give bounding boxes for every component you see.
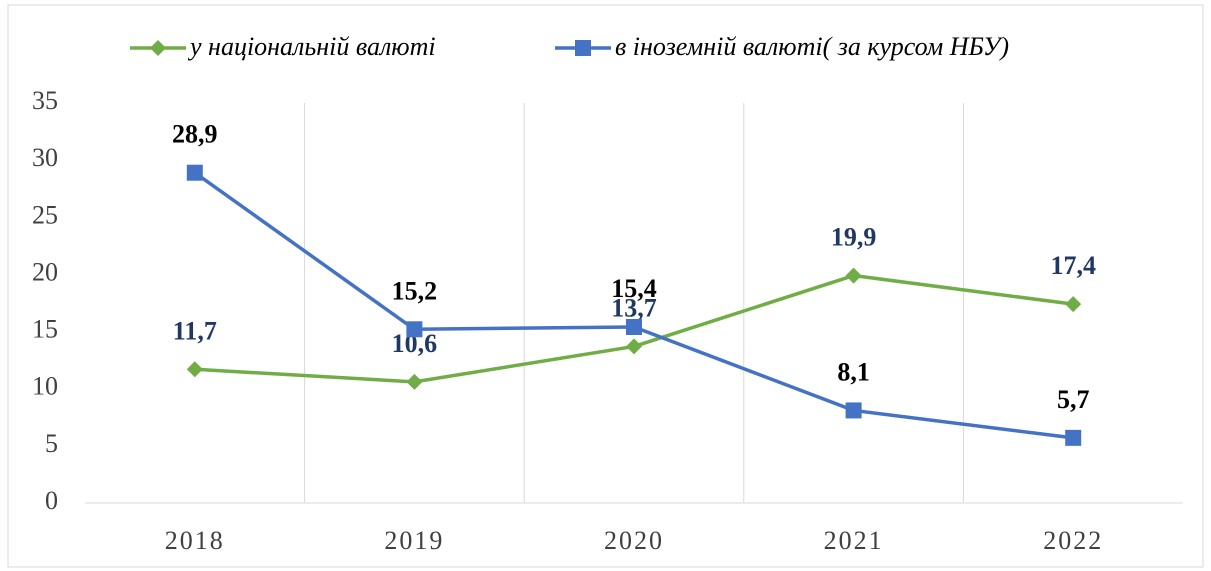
marker [626, 319, 642, 335]
marker [1065, 296, 1082, 313]
marker [1065, 429, 1082, 446]
marker [406, 373, 423, 390]
marker [575, 40, 591, 56]
data-label: 15,2 [392, 276, 438, 305]
x-tick-label: 2019 [384, 526, 444, 555]
data-label: 19,9 [831, 223, 877, 252]
data-label: 28,9 [172, 120, 218, 149]
legend-label: в іноземній валюті( за курсом НБУ) [615, 32, 1009, 61]
y-tick-label: 35 [32, 86, 58, 115]
y-tick-label: 30 [32, 143, 58, 172]
x-tick-label: 2021 [824, 526, 884, 555]
y-tick-label: 0 [45, 486, 58, 515]
marker [406, 321, 423, 338]
marker [186, 361, 203, 378]
marker [150, 40, 166, 56]
data-label: 17,4 [1050, 251, 1096, 280]
y-tick-label: 10 [32, 372, 58, 401]
marker [626, 338, 642, 355]
x-tick-label: 2020 [604, 526, 664, 555]
y-tick-label: 20 [32, 257, 58, 286]
marker [186, 164, 203, 181]
data-label: 15,4 [611, 274, 657, 303]
marker [845, 402, 862, 419]
data-label: 8,1 [837, 357, 870, 386]
marker [845, 267, 862, 284]
x-tick-label: 2022 [1043, 526, 1103, 555]
data-label: 11,7 [173, 316, 217, 345]
data-label: 13,7 [611, 293, 657, 322]
y-tick-label: 15 [32, 315, 58, 344]
x-tick-label: 2018 [165, 526, 225, 555]
data-label: 5,7 [1057, 385, 1090, 414]
chart-frame [7, 4, 1204, 568]
y-tick-label: 5 [45, 429, 58, 458]
y-tick-label: 25 [32, 200, 58, 229]
legend-label: у національній валюті [187, 32, 436, 61]
